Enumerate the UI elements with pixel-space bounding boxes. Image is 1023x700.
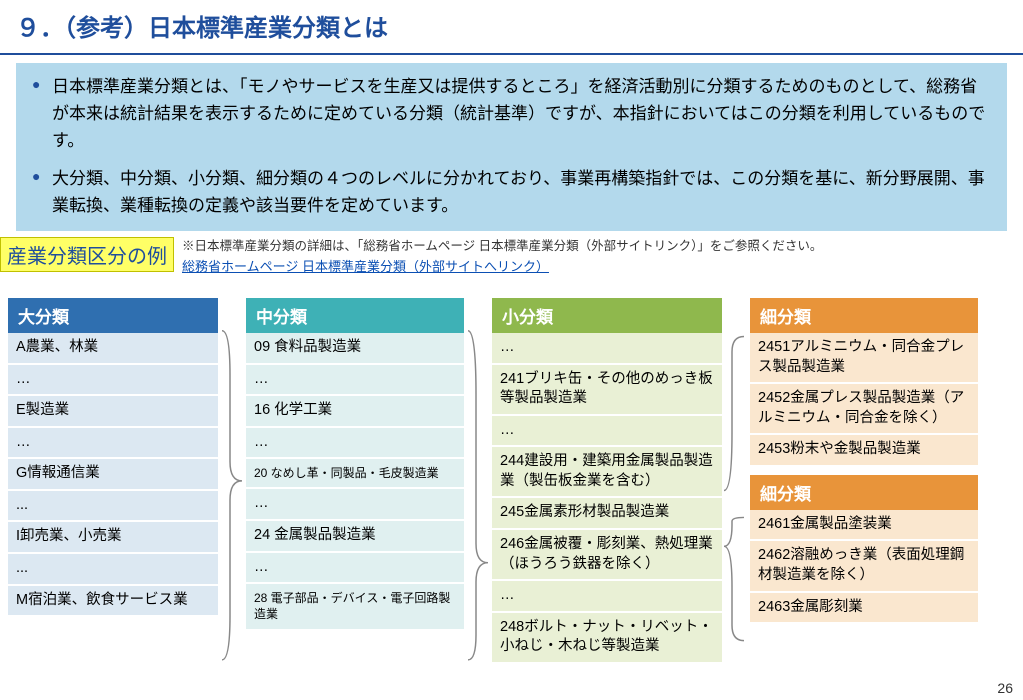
sai-b-cell-2: 2463金属彫刻業 bbox=[750, 593, 978, 625]
example-row: 産業分類区分の例 ※日本標準産業分類の詳細は、「総務省ホームページ 日本標準産業… bbox=[0, 237, 1007, 276]
external-link[interactable]: 総務省ホームページ 日本標準産業分類（外部サイトへリンク） bbox=[182, 259, 549, 274]
brace-dai-chu bbox=[218, 298, 246, 664]
page-number: 26 bbox=[997, 680, 1013, 696]
dai-cell-3: … bbox=[8, 428, 218, 460]
dai-cell-6: I卸売業、小売業 bbox=[8, 522, 218, 554]
sai-a-cell-1: 2452金属プレス製品製造業（アルミニウム・同合金を除く） bbox=[750, 384, 978, 435]
col-sai: 細分類 2451アルミニウム・同合金プレス製品製造業2452金属プレス製品製造業… bbox=[750, 298, 978, 624]
chu-cell-4: 20 なめし革・同製品・毛皮製造業 bbox=[246, 459, 464, 489]
info-bullet-1: 日本標準産業分類とは、「モノやサービスを生産又は提供するところ」を経済活動別に分… bbox=[30, 73, 993, 155]
dai-cell-2: E製造業 bbox=[8, 396, 218, 428]
brace-sho-sai bbox=[722, 298, 750, 664]
col-chu: 中分類 09 食料品製造業…16 化学工業…20 なめし革・同製品・毛皮製造業…… bbox=[246, 298, 464, 631]
chu-cell-0: 09 食料品製造業 bbox=[246, 333, 464, 365]
info-box: 日本標準産業分類とは、「モノやサービスを生産又は提供するところ」を経済活動別に分… bbox=[16, 63, 1007, 231]
sho-cell-5: 246金属被覆・彫刻業、熱処理業（ほうろう鉄器を除く） bbox=[492, 530, 722, 581]
sho-cell-7: 248ボルト・ナット・リベット・小ねじ・木ねじ等製造業 bbox=[492, 613, 722, 664]
chu-cell-1: … bbox=[246, 365, 464, 397]
brace-chu-sho bbox=[464, 298, 492, 664]
chu-cell-7: … bbox=[246, 553, 464, 585]
sho-cell-3: 244建設用・建築用金属製品製造業（製缶板金業を含む） bbox=[492, 447, 722, 498]
hdr-sai-b: 細分類 bbox=[750, 475, 978, 510]
chu-cell-5: … bbox=[246, 489, 464, 521]
classification-columns: 大分類 A農業、林業…E製造業…G情報通信業...I卸売業、小売業...M宿泊業… bbox=[8, 298, 978, 664]
chu-cell-3: … bbox=[246, 428, 464, 460]
sai-b-cell-1: 2462溶融めっき業（表面処理鋼材製造業を除く） bbox=[750, 541, 978, 592]
dai-cell-5: ... bbox=[8, 491, 218, 523]
sai-a-cell-0: 2451アルミニウム・同合金プレス製品製造業 bbox=[750, 333, 978, 384]
dai-cell-0: A農業、林業 bbox=[8, 333, 218, 365]
hdr-sho: 小分類 bbox=[492, 298, 722, 333]
dai-cell-7: ... bbox=[8, 554, 218, 586]
hdr-dai: 大分類 bbox=[8, 298, 218, 333]
dai-cell-1: … bbox=[8, 365, 218, 397]
note-text: ※日本標準産業分類の詳細は、「総務省ホームページ 日本標準産業分類（外部サイトリ… bbox=[182, 237, 822, 256]
dai-cell-4: G情報通信業 bbox=[8, 459, 218, 491]
sai-b-cell-0: 2461金属製品塗装業 bbox=[750, 510, 978, 542]
sho-cell-6: … bbox=[492, 581, 722, 613]
sho-cell-4: 245金属素形材製品製造業 bbox=[492, 498, 722, 530]
dai-cell-8: M宿泊業、飲食サービス業 bbox=[8, 586, 218, 618]
hdr-chu: 中分類 bbox=[246, 298, 464, 333]
sho-cell-2: … bbox=[492, 416, 722, 448]
sai-a-cell-2: 2453粉末や金製品製造業 bbox=[750, 435, 978, 467]
chu-cell-8: 28 電子部品・デバイス・電子回路製造業 bbox=[246, 584, 464, 630]
col-dai: 大分類 A農業、林業…E製造業…G情報通信業...I卸売業、小売業...M宿泊業… bbox=[8, 298, 218, 617]
page-title: ９．（参考）日本標準産業分類とは bbox=[0, 0, 1023, 55]
sho-cell-0: … bbox=[492, 333, 722, 365]
example-badge: 産業分類区分の例 bbox=[0, 237, 174, 272]
col-sho: 小分類 …241ブリキ缶・その他のめっき板等製品製造業…244建設用・建築用金属… bbox=[492, 298, 722, 664]
info-bullet-2: 大分類、中分類、小分類、細分類の４つのレベルに分かれており、事業再構築指針では、… bbox=[30, 165, 993, 219]
hdr-sai-a: 細分類 bbox=[750, 298, 978, 333]
sho-cell-1: 241ブリキ缶・その他のめっき板等製品製造業 bbox=[492, 365, 722, 416]
chu-cell-2: 16 化学工業 bbox=[246, 396, 464, 428]
chu-cell-6: 24 金属製品製造業 bbox=[246, 521, 464, 553]
